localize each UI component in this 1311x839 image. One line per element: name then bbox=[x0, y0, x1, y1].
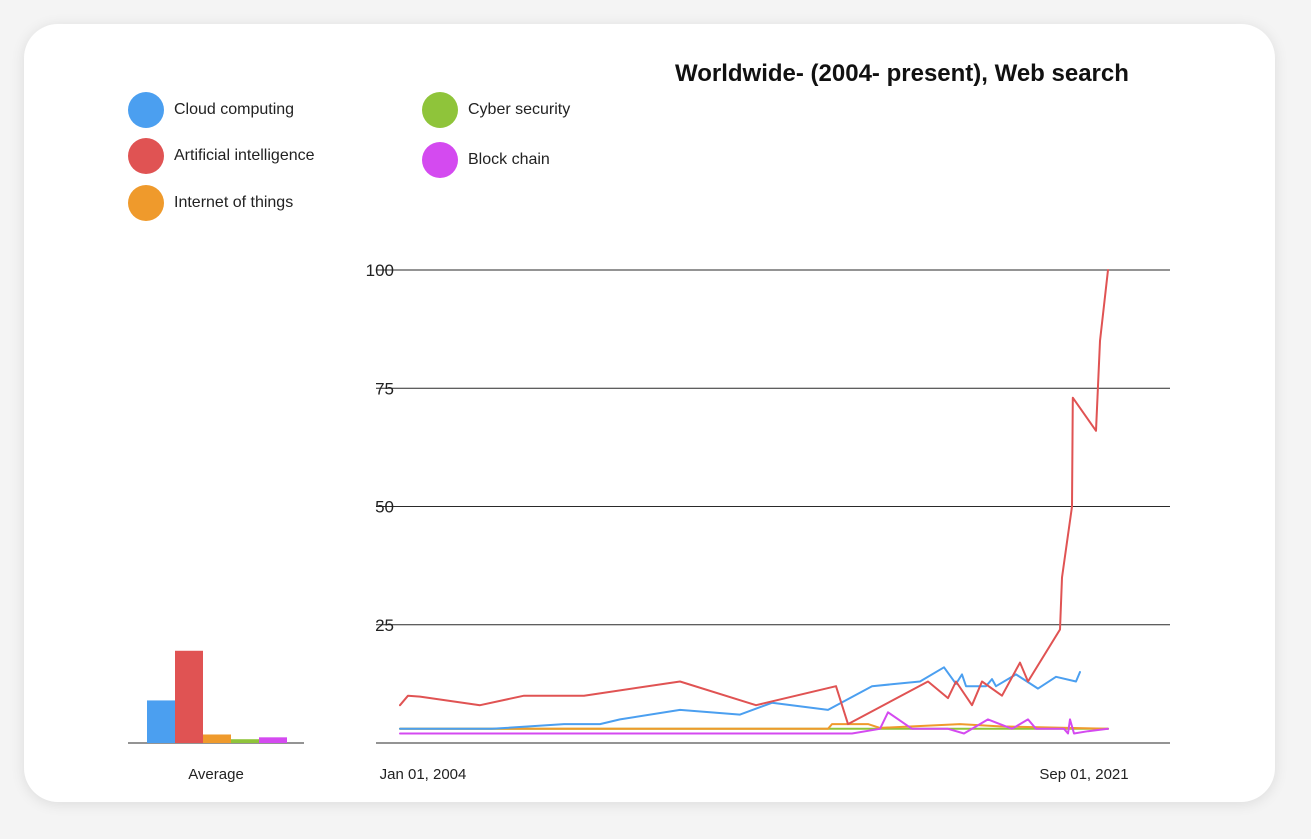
legend-item-internet-of-things[interactable]: Internet of things bbox=[128, 185, 293, 221]
average-label: Average bbox=[188, 766, 244, 783]
average-bar-cyber-security bbox=[231, 739, 259, 743]
y-tick-label-25: 25 bbox=[375, 616, 394, 635]
y-tick-label-75: 75 bbox=[375, 379, 394, 398]
legend-swatch bbox=[422, 142, 458, 178]
series-line-block-chain bbox=[399, 711, 1109, 735]
legend-item-artificial-intelligence[interactable]: Artificial intelligence bbox=[128, 138, 315, 174]
legend-swatch bbox=[128, 92, 164, 128]
legend-swatch bbox=[422, 92, 458, 128]
series-line-cloud-computing bbox=[399, 666, 1081, 730]
legend-label: Internet of things bbox=[174, 194, 294, 211]
x-tick-label-end: Sep 01, 2021 bbox=[1039, 766, 1128, 783]
average-bar-artificial-intelligence bbox=[175, 650, 203, 743]
y-tick-label-100: 100 bbox=[366, 261, 394, 280]
legend-swatch bbox=[128, 185, 164, 221]
legend-item-block-chain[interactable]: Block chain bbox=[422, 142, 550, 178]
legend-label: Cyber security bbox=[468, 101, 571, 118]
average-bar-cloud-computing bbox=[147, 700, 175, 743]
legend-item-cyber-security[interactable]: Cyber security bbox=[422, 92, 570, 128]
y-tick-label-50: 50 bbox=[375, 498, 394, 517]
chart-plot: 25 50 75 100 Jan 01, 2004 Sep 01, 2021 Average bbox=[128, 261, 1170, 783]
legend-item-cloud-computing[interactable]: Cloud computing bbox=[128, 92, 294, 128]
average-bar-internet-of-things bbox=[203, 734, 231, 743]
x-tick-label-start: Jan 01, 2004 bbox=[380, 766, 467, 783]
series-line-internet-of-things bbox=[399, 723, 1109, 730]
average-bar-block-chain bbox=[259, 737, 287, 743]
series-line-artificial-intelligence bbox=[399, 269, 1109, 726]
legend-swatch bbox=[128, 138, 164, 174]
legend-label: Cloud computing bbox=[174, 101, 295, 118]
chart-title: Worldwide- (2004- present), Web search bbox=[675, 60, 1129, 87]
chart-card: Worldwide- (2004- present), Web search C… bbox=[24, 24, 1275, 802]
legend-label: Block chain bbox=[468, 151, 550, 168]
legend-label: Artificial intelligence bbox=[174, 147, 315, 164]
